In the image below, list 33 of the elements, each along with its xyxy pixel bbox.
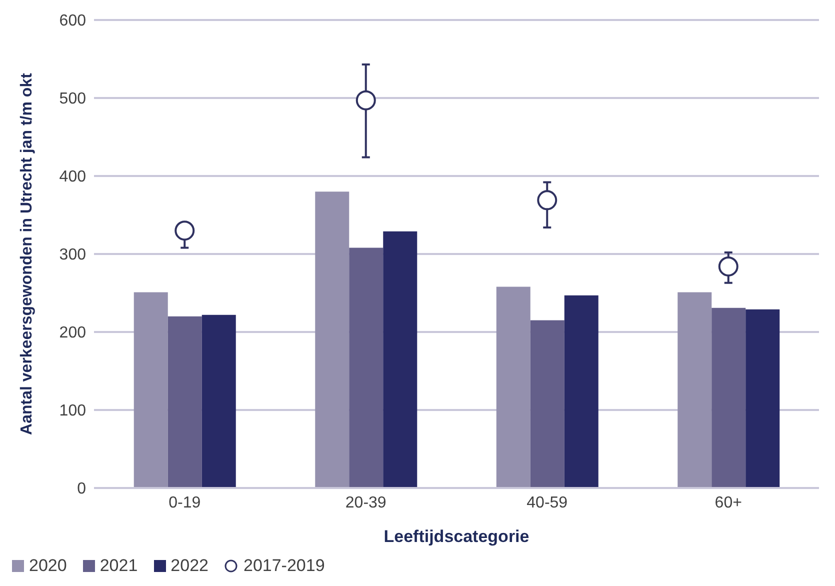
bar (349, 248, 384, 488)
point (174, 220, 195, 241)
bar (712, 308, 746, 488)
y-tick-label: 0 (77, 480, 86, 498)
x-tick-label: 60+ (714, 494, 742, 512)
bar (383, 231, 418, 488)
bar (202, 314, 236, 488)
x-tick-label: 40-59 (526, 494, 568, 512)
legend-label: 2020 (29, 556, 67, 576)
legend-label: 2017-2019 (243, 556, 325, 576)
point (718, 256, 738, 276)
y-tick-label: 100 (59, 402, 86, 420)
bar (134, 292, 168, 488)
x-axis-title: Leeftijdscategorie (384, 527, 530, 546)
bar (168, 316, 202, 488)
y-tick-label: 400 (59, 168, 86, 186)
x-tick-label: 20-39 (345, 494, 386, 512)
bar (315, 192, 350, 488)
bar (564, 295, 598, 488)
legend-label: 2021 (100, 556, 138, 576)
point (537, 190, 558, 210)
legend-label: 2022 (170, 556, 208, 576)
y-tick-label: 300 (59, 246, 86, 264)
bar (678, 292, 712, 488)
y-tick-label: 500 (59, 90, 86, 108)
bar (496, 286, 530, 488)
y-tick-label: 600 (59, 12, 86, 30)
y-axis-title: Aantal verkeersgewonden in Utrecht jan t/m okt (18, 72, 36, 435)
bar (530, 320, 564, 488)
x-tick-label: 0-19 (168, 494, 201, 512)
y-tick-label: 200 (59, 324, 86, 342)
point (356, 90, 376, 110)
bar (746, 309, 780, 488)
